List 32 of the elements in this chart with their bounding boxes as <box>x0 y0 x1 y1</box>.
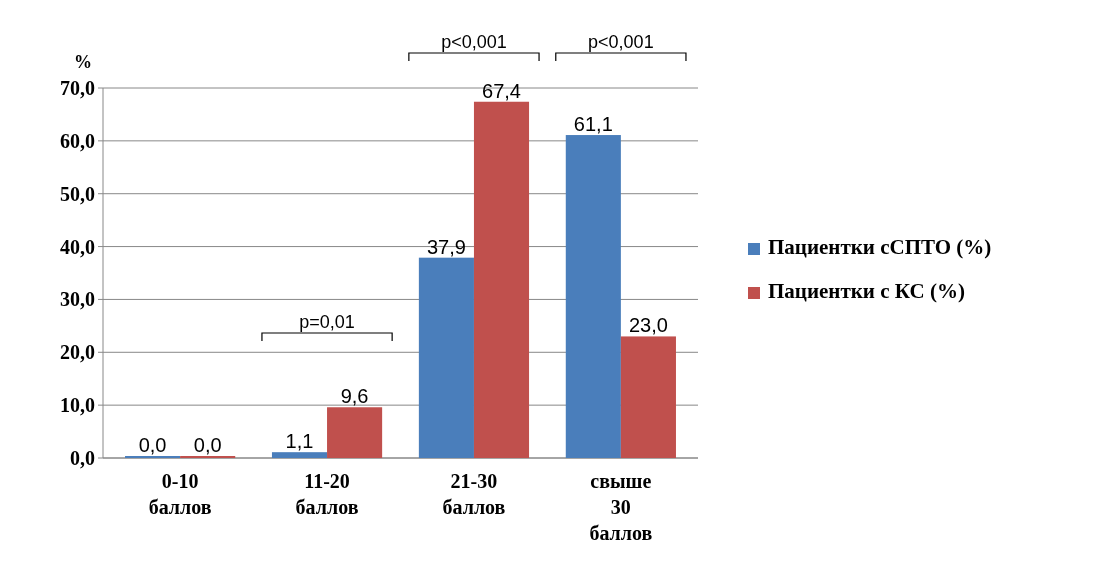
data-label: 9,6 <box>340 385 369 408</box>
annotation: p=0,01 <box>299 312 355 332</box>
y-axis-title: % <box>74 52 92 72</box>
data-label: 61,1 <box>573 113 613 136</box>
bar <box>271 452 328 458</box>
y-tick-label: 10,0 <box>60 394 95 417</box>
data-label: 0,0 <box>193 434 222 456</box>
data-label: 1,1 <box>285 430 314 453</box>
x-tick-label: 21-30 баллов <box>442 470 506 518</box>
text: p<0,001 <box>588 32 654 52</box>
legend-label: Пациентки сСПТО (%) <box>768 235 992 259</box>
legend-label: Пациентки с КС (%) <box>768 279 965 303</box>
data-label: 23,0 <box>628 314 668 337</box>
x-tick-label: 0-10 баллов <box>148 470 212 518</box>
bar <box>473 101 530 458</box>
y-tick-label: 50,0 <box>60 182 95 205</box>
x-tick-label: 11-20 баллов <box>295 470 359 518</box>
y-tick-label: 30,0 <box>60 288 95 311</box>
bar <box>565 135 621 458</box>
x-tick-label: свыше 30 баллов <box>589 470 653 544</box>
y-tick-label: 0,0 <box>70 447 95 469</box>
data-label: 37,9 <box>426 235 466 258</box>
y-tick-label: 40,0 <box>60 235 95 258</box>
bar <box>418 257 474 458</box>
y-tick-label: 70,0 <box>60 77 95 99</box>
y-tick-label: 60,0 <box>60 129 95 152</box>
data-label: 67,4 <box>482 79 521 102</box>
text: p<0,001 <box>441 32 507 52</box>
data-label: 0,0 <box>138 434 167 456</box>
bar <box>620 336 676 458</box>
bar <box>327 407 383 458</box>
y-tick-label: 20,0 <box>60 341 95 364</box>
